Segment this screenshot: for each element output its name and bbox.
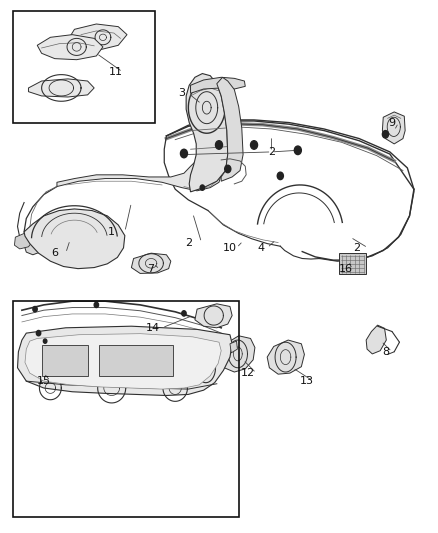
Circle shape [294, 146, 301, 155]
Circle shape [200, 185, 205, 190]
Text: 6: 6 [51, 248, 58, 258]
Text: 1: 1 [108, 227, 115, 237]
Polygon shape [195, 304, 232, 328]
Polygon shape [37, 35, 103, 60]
Polygon shape [57, 157, 221, 191]
Polygon shape [382, 112, 405, 144]
Polygon shape [68, 24, 127, 51]
Text: 13: 13 [300, 376, 314, 386]
Circle shape [225, 165, 231, 173]
Text: 2: 2 [353, 243, 360, 253]
Circle shape [33, 306, 37, 312]
Circle shape [94, 302, 99, 308]
Circle shape [277, 172, 283, 180]
Polygon shape [28, 79, 94, 97]
Bar [13, 301, 239, 517]
Bar [13, 11, 155, 123]
Polygon shape [366, 325, 386, 354]
Text: 8: 8 [382, 347, 389, 357]
Polygon shape [230, 341, 237, 353]
Text: 2: 2 [185, 238, 192, 247]
Circle shape [43, 339, 47, 343]
Text: 9: 9 [389, 118, 396, 127]
Text: 10: 10 [223, 243, 237, 253]
Polygon shape [99, 345, 173, 376]
Polygon shape [24, 233, 46, 255]
Text: 12: 12 [240, 368, 254, 378]
Polygon shape [42, 345, 88, 376]
Polygon shape [24, 209, 125, 269]
Text: 3: 3 [178, 88, 185, 98]
Polygon shape [14, 233, 33, 249]
Text: 15: 15 [37, 376, 51, 386]
Polygon shape [191, 77, 245, 93]
Polygon shape [221, 336, 255, 372]
Text: 11: 11 [109, 67, 123, 77]
Text: 2: 2 [268, 147, 275, 157]
Polygon shape [186, 74, 228, 192]
Polygon shape [131, 253, 171, 273]
Polygon shape [25, 334, 221, 389]
Circle shape [215, 141, 223, 149]
Polygon shape [339, 253, 366, 274]
Text: 7: 7 [148, 264, 155, 274]
Text: 14: 14 [146, 323, 160, 333]
Polygon shape [267, 340, 304, 374]
Circle shape [182, 311, 186, 316]
Circle shape [36, 330, 41, 336]
Circle shape [382, 131, 389, 138]
Text: 16: 16 [339, 264, 353, 274]
Polygon shape [18, 326, 232, 395]
Circle shape [251, 141, 258, 149]
Polygon shape [217, 77, 243, 181]
Text: 4: 4 [257, 243, 264, 253]
Circle shape [180, 149, 187, 158]
